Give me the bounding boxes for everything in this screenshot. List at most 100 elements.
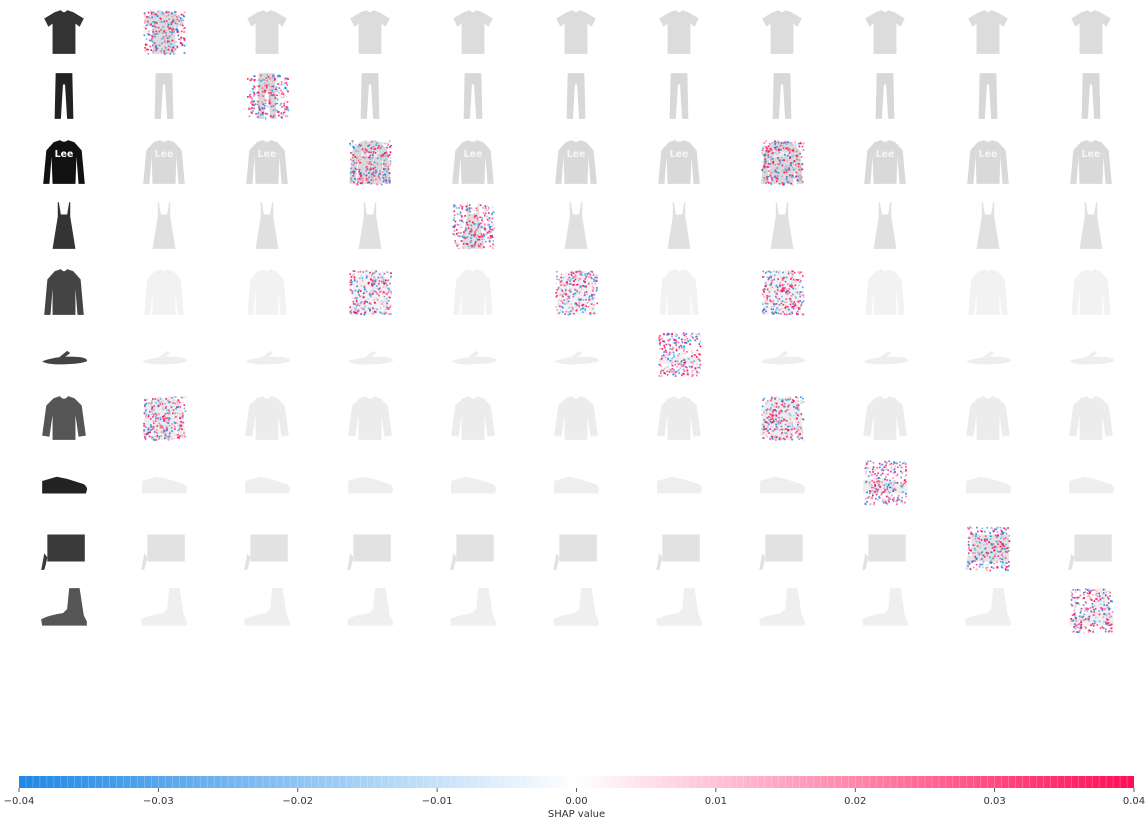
input-image-coat xyxy=(44,269,84,315)
lee-logo: Lee xyxy=(361,149,380,160)
shap-cell-trouser-8 xyxy=(875,73,895,119)
shap-cell-bag-1 xyxy=(141,534,185,570)
shap-cell-pullover-3: Lee xyxy=(349,140,392,186)
lee-logo: Lee xyxy=(1082,149,1101,160)
shap-cell-bag-6 xyxy=(656,534,700,570)
shap-cell-bag-9 xyxy=(965,526,1011,572)
shap-cell-dress-3 xyxy=(358,202,382,249)
shap-cell-dress-1 xyxy=(152,202,176,249)
shap-colorbar: −0.04 −0.03 −0.02 −0.01 0.00 0.01 0.02 0.03 0.04… xyxy=(4,776,1145,820)
shap-cell-boot-7 xyxy=(759,588,805,626)
shap-cell-pullover-9: Lee xyxy=(967,140,1009,184)
shap-cell-coat-7 xyxy=(761,269,805,316)
shap-cell-coat-3 xyxy=(349,269,393,316)
shap-cell-boot-10 xyxy=(1068,588,1114,634)
shap-cell-tshirt-4 xyxy=(453,10,493,54)
input-image-sneaker xyxy=(42,476,88,494)
colorbar-bar xyxy=(19,776,1134,788)
colorbar-tick-label: 0.00 xyxy=(565,796,587,807)
shap-cell-sandal-10 xyxy=(1069,350,1114,365)
shap-cell-shirt-3 xyxy=(348,396,392,440)
shap-cell-tshirt-3 xyxy=(350,10,390,54)
shap-cell-pullover-7: Lee xyxy=(761,140,805,186)
shap-cell-boot-4 xyxy=(450,588,496,626)
shap-cell-sandal-4 xyxy=(451,350,496,365)
lee-logo: Lee xyxy=(670,149,689,160)
shap-cell-tshirt-7 xyxy=(762,10,802,54)
colorbar-tick-label: −0.02 xyxy=(282,796,313,807)
shap-cell-bag-7 xyxy=(759,534,803,570)
shap-cell-coat-2 xyxy=(247,269,287,315)
shap-image-grid: Lee Lee Lee Lee Lee Lee Lee Lee Lee Lee Lee xyxy=(41,10,1115,634)
shap-cell-sandal-7 xyxy=(760,350,805,365)
shap-cell-coat-4 xyxy=(453,269,493,315)
shap-cell-dress-7 xyxy=(770,202,794,249)
lee-logo: Lee xyxy=(464,149,483,160)
shap-cell-coat-6 xyxy=(659,269,699,315)
colorbar-tick-label: 0.03 xyxy=(983,796,1005,807)
shap-cell-boot-1 xyxy=(141,588,187,626)
shap-cell-dress-9 xyxy=(976,202,1000,249)
shap-attribution-dots xyxy=(761,140,805,186)
shap-cell-pullover-4: Lee xyxy=(452,140,494,184)
shap-cell-bag-3 xyxy=(347,534,391,570)
shap-attribution-dots xyxy=(246,74,290,120)
shap-attribution-dots xyxy=(864,460,907,506)
colorbar-tick-label: 0.02 xyxy=(844,796,866,807)
shap-cell-pullover-1: Lee xyxy=(143,140,185,184)
shap-cell-coat-1 xyxy=(144,269,184,315)
shap-attribution-dots xyxy=(143,396,187,442)
shap-cell-trouser-10 xyxy=(1081,73,1101,119)
shap-cell-boot-5 xyxy=(553,588,599,626)
shap-cell-coat-9 xyxy=(968,269,1008,315)
shap-cell-sneaker-6 xyxy=(657,476,703,494)
shap-cell-coat-5 xyxy=(555,269,599,316)
shap-cell-bag-8 xyxy=(862,534,906,570)
shap-cell-sandal-5 xyxy=(554,350,599,365)
shap-cell-sneaker-7 xyxy=(760,476,806,494)
shap-cell-tshirt-1 xyxy=(143,10,187,56)
shap-cell-sneaker-2 xyxy=(245,476,291,494)
lee-logo: Lee xyxy=(876,149,895,160)
shap-attribution-dots xyxy=(658,332,702,378)
shap-cell-tshirt-10 xyxy=(1071,10,1111,54)
shap-cell-trouser-1 xyxy=(154,73,174,119)
shap-cell-sandal-3 xyxy=(348,350,393,365)
shap-cell-trouser-7 xyxy=(772,73,792,119)
shap-attribution-dots xyxy=(349,270,393,316)
shap-cell-sneaker-10 xyxy=(1069,476,1115,494)
shap-cell-shirt-4 xyxy=(451,396,495,440)
shap-attribution-dots xyxy=(143,10,187,56)
shap-cell-sneaker-4 xyxy=(451,476,497,494)
lee-logo: Lee xyxy=(258,149,277,160)
shap-cell-trouser-5 xyxy=(566,73,586,119)
shap-cell-pullover-5: Lee xyxy=(555,140,597,184)
shap-cell-pullover-2: Lee xyxy=(246,140,288,184)
lee-logo: Lee xyxy=(773,149,792,160)
shap-attribution-dots xyxy=(555,270,599,316)
input-image-shirt xyxy=(42,396,86,440)
shap-cell-tshirt-9 xyxy=(968,10,1008,54)
shap-cell-sneaker-3 xyxy=(348,476,394,494)
shap-cell-sneaker-9 xyxy=(966,476,1012,494)
colorbar-tick-label: −0.03 xyxy=(143,796,174,807)
shap-cell-dress-2 xyxy=(255,202,279,249)
input-image-dress xyxy=(52,202,76,249)
input-image-tshirt xyxy=(44,10,84,54)
shap-cell-sandal-6 xyxy=(657,332,702,378)
shap-attribution-dots xyxy=(967,526,1011,572)
shap-cell-dress-6 xyxy=(667,202,691,249)
shap-cell-shirt-1 xyxy=(142,396,187,442)
shap-cell-boot-9 xyxy=(965,588,1011,626)
lee-logo: Lee xyxy=(155,149,174,160)
shap-cell-sandal-9 xyxy=(966,350,1011,365)
shap-cell-bag-4 xyxy=(450,534,494,570)
shap-cell-tshirt-6 xyxy=(659,10,699,54)
shap-cell-sneaker-8 xyxy=(863,460,909,506)
shap-cell-pullover-10: Lee xyxy=(1070,140,1112,184)
input-image-trouser xyxy=(54,73,74,119)
shap-attribution-dots xyxy=(349,140,392,186)
shap-attribution-dots xyxy=(452,204,496,250)
shap-cell-bag-10 xyxy=(1068,534,1112,570)
lee-logo: Lee xyxy=(567,149,586,160)
